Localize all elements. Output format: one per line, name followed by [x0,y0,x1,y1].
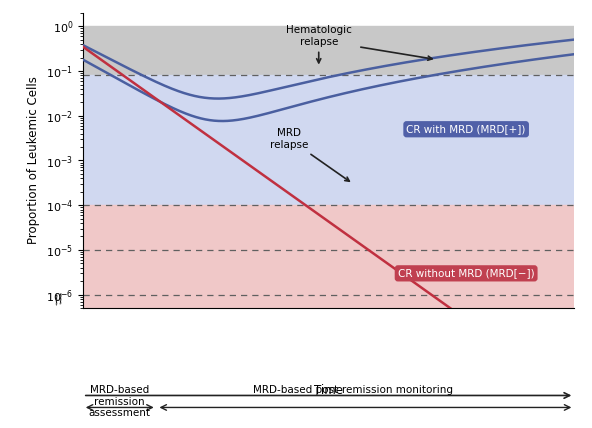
Text: MRD-based
remission
assessment: MRD-based remission assessment [89,385,151,419]
Text: Time: Time [314,384,343,398]
Bar [83,205,574,339]
Text: MRD
relapse: MRD relapse [270,128,349,181]
Text: CR without MRD (MRD[−]): CR without MRD (MRD[−]) [398,268,535,278]
Text: MRD-based post-remission monitoring: MRD-based post-remission monitoring [253,385,453,395]
Text: //: // [53,291,64,306]
Text: Hematologic
relapse: Hematologic relapse [286,25,352,63]
Text: CR with MRD (MRD[+]): CR with MRD (MRD[+]) [407,124,526,134]
Bar [83,75,574,205]
Bar [83,26,574,75]
Y-axis label: Proportion of Leukemic Cells: Proportion of Leukemic Cells [27,77,40,244]
